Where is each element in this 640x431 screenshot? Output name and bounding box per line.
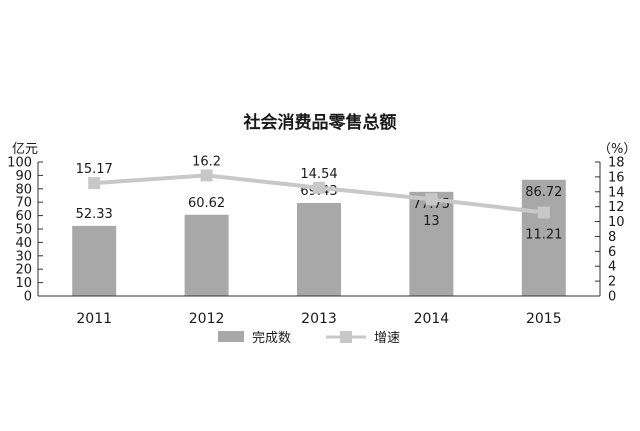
right-tick-label: 8 — [608, 230, 616, 245]
right-tick-label: 6 — [608, 245, 616, 260]
line-marker — [200, 169, 213, 182]
right-tick-label: 16 — [608, 170, 625, 185]
right-tick-label: 4 — [608, 260, 616, 275]
left-tick-label: 20 — [15, 263, 32, 278]
bar-data-label: 86.72 — [525, 185, 562, 200]
line-marker — [88, 177, 101, 190]
line-series: 15.17 16.2 14.54 13 11.21 — [76, 154, 563, 242]
right-tick-label: 18 — [608, 156, 625, 171]
category-label: 2014 — [414, 311, 450, 327]
category-label: 2013 — [301, 311, 337, 327]
left-tick-label: 80 — [15, 182, 32, 197]
left-tick-label: 30 — [15, 249, 32, 264]
chart-title: 社会消费品零售总额 — [243, 112, 397, 133]
left-tick-label: 60 — [15, 209, 32, 224]
right-tick-label: 12 — [608, 200, 625, 215]
left-tick-label: 0 — [24, 290, 32, 305]
line-marker — [425, 193, 438, 206]
bar — [521, 179, 566, 296]
left-tick-label: 90 — [15, 169, 32, 184]
line-data-label: 11.21 — [525, 228, 562, 243]
legend-bar-label: 完成数 — [252, 331, 291, 346]
right-tick-label: 0 — [608, 290, 616, 305]
left-tick-label: 10 — [15, 276, 32, 291]
legend-bar-swatch — [218, 331, 244, 342]
left-tick-label: 50 — [15, 223, 32, 238]
legend: 完成数 增速 — [218, 331, 400, 346]
category-label: 2011 — [76, 311, 112, 327]
line-marker — [537, 206, 550, 219]
bar-data-label: 52.33 — [76, 207, 113, 222]
right-tick-label: 10 — [608, 215, 625, 230]
right-tick-label: 2 — [608, 275, 616, 290]
bar — [409, 191, 454, 296]
line-marker — [313, 181, 325, 194]
category-axis: 2011 2012 2013 2014 2015 — [38, 295, 600, 327]
line-data-label: 16.2 — [192, 154, 221, 169]
left-tick-label: 100 — [7, 156, 32, 171]
right-axis-unit: （%） — [598, 142, 636, 157]
line-data-label: 15.17 — [76, 162, 113, 177]
legend-line-label: 增速 — [374, 331, 400, 346]
category-label: 2015 — [526, 311, 562, 327]
line-data-label: 14.54 — [300, 167, 337, 182]
bar — [72, 225, 117, 296]
right-tick-label: 14 — [608, 185, 625, 200]
category-label: 2012 — [189, 311, 225, 327]
bar — [297, 202, 341, 296]
line-data-label: 13 — [423, 214, 440, 229]
bar — [184, 214, 229, 296]
legend-line-marker — [340, 331, 352, 343]
left-tick-label: 40 — [15, 236, 32, 251]
left-axis-unit: 亿元 — [12, 142, 38, 157]
bar-data-label: 60.62 — [188, 196, 225, 211]
left-tick-label: 70 — [15, 196, 32, 211]
